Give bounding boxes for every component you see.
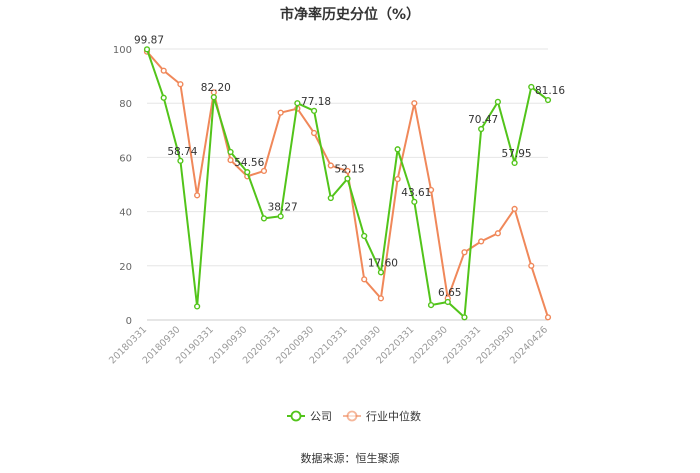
company-data-point (511, 159, 518, 167)
company-data-point (294, 100, 301, 107)
data-label: 43.61 (401, 187, 431, 199)
company-data-point (177, 157, 184, 164)
data-label: 70.47 (468, 114, 498, 126)
company-data-point (160, 94, 167, 101)
industry-data-point (277, 109, 284, 116)
company-data-point (478, 125, 485, 133)
y-tick-label: 100 (113, 45, 132, 56)
industry-data-point (511, 205, 518, 212)
company-data-point (461, 314, 468, 321)
data-label: 57.95 (502, 148, 532, 160)
data-label: 77.18 (301, 96, 331, 108)
industry-data-point (344, 167, 351, 175)
company-data-point (210, 94, 217, 101)
industry-data-point (327, 162, 334, 169)
company-data-point (277, 213, 284, 220)
company-data-point (427, 301, 435, 309)
company-data-point (494, 98, 501, 105)
industry-data-point (160, 67, 167, 74)
industry-data-point (494, 230, 501, 237)
data-label: 54.56 (234, 157, 264, 169)
industry-data-point (227, 157, 234, 164)
company-data-point (327, 194, 334, 202)
data-label: 38.27 (268, 201, 298, 213)
company-data-point (260, 215, 268, 222)
data-label: 52.15 (334, 164, 364, 176)
legend-label: 行业中位数 (366, 409, 421, 423)
data-label: 17.60 (368, 257, 398, 269)
y-tick-label: 40 (119, 208, 132, 219)
industry-data-point (394, 175, 401, 183)
company-data-point (361, 232, 368, 240)
legend-item-industry-median: 行业中位数 (343, 409, 421, 423)
industry-data-point (377, 295, 385, 302)
data-label: 58.74 (167, 146, 197, 158)
industry-data-point (361, 276, 368, 283)
company-data-point (310, 107, 318, 114)
industry-data-point (528, 262, 535, 269)
company-data-point (194, 303, 201, 310)
industry-data-point (544, 314, 552, 321)
industry-data-point (478, 238, 485, 245)
company-data-point (377, 269, 385, 276)
industry-data-point (411, 100, 418, 107)
company-data-point (394, 146, 401, 153)
y-tick-label: 80 (119, 99, 132, 110)
data-source: 数据来源：恒生聚源 (300, 452, 400, 465)
company-data-point (444, 298, 451, 306)
data-label: 99.87 (134, 34, 164, 46)
industry-data-point (194, 192, 201, 199)
industry-data-point (260, 167, 268, 175)
legend-label: 公司 (310, 410, 332, 423)
y-tick-label: 60 (119, 153, 132, 164)
data-label: 6.65 (438, 287, 461, 299)
company-data-point (411, 198, 418, 205)
y-tick-label: 0 (126, 316, 132, 327)
y-tick-label: 20 (119, 262, 132, 273)
legend-marker-swatch (290, 410, 302, 422)
chart-title: 市净率历史分位（%） (279, 7, 421, 23)
legend-marker-swatch (346, 410, 358, 422)
company-data-point (143, 46, 151, 53)
data-label: 81.16 (535, 85, 565, 97)
industry-data-point (177, 81, 184, 88)
industry-data-point (461, 249, 468, 256)
data-label: 82.20 (201, 82, 231, 94)
company-data-point (244, 169, 251, 176)
industry-data-point (310, 129, 318, 137)
company-data-point (344, 175, 351, 182)
industry-data-point (427, 186, 435, 194)
company-data-point (528, 83, 535, 91)
company-data-point (227, 148, 234, 156)
company-data-point (544, 96, 552, 104)
legend-item-company: 公司 (287, 410, 332, 423)
